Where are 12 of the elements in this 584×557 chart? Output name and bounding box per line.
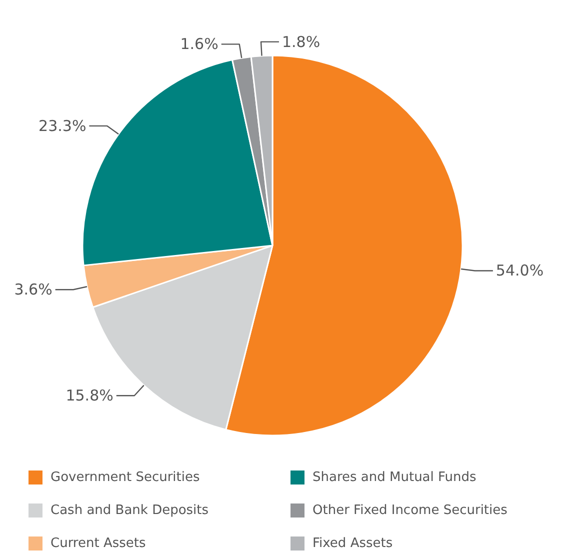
data-label: 54.0%: [496, 262, 544, 280]
legend-label: Cash and Bank Deposits: [50, 503, 209, 518]
legend-label: Other Fixed Income Securities: [312, 503, 508, 518]
legend-label: Fixed Assets: [312, 536, 393, 551]
data-label: 15.8%: [66, 386, 114, 405]
data-label: 1.8%: [282, 32, 320, 51]
data-label: 23.3%: [38, 116, 86, 135]
legend-label: Current Assets: [50, 536, 146, 551]
data-label: 3.6%: [14, 280, 52, 299]
legend-label: Government Securities: [50, 470, 200, 485]
data-label: 1.6%: [180, 35, 218, 54]
legend-label: Shares and Mutual Funds: [312, 470, 477, 485]
